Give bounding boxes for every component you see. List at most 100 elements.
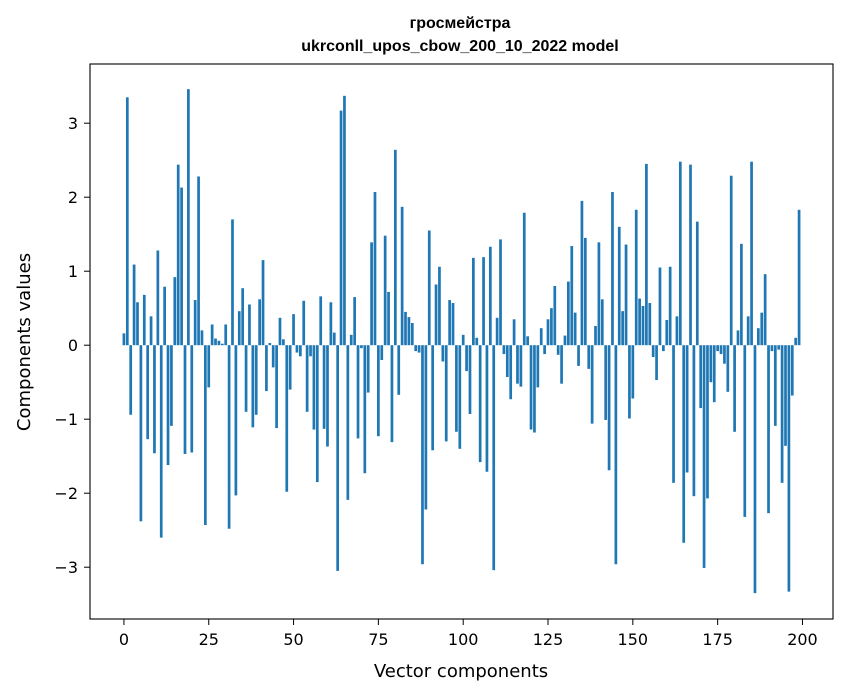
bar-80: [393, 149, 397, 346]
bar-50: [292, 314, 295, 346]
bar-14: [170, 345, 173, 426]
bar-191: [770, 345, 774, 352]
bar-150: [631, 345, 635, 399]
bar-10: [156, 250, 160, 346]
bar-187: [757, 328, 760, 346]
bar-54: [305, 345, 309, 412]
bar-144: [611, 192, 614, 346]
bar-177: [723, 345, 726, 364]
bar-83: [404, 311, 407, 346]
bar-5: [139, 345, 143, 522]
bar-3: [132, 264, 136, 346]
bar-40: [258, 299, 261, 346]
bar-57: [315, 345, 319, 483]
bar-186: [753, 345, 757, 594]
bar-45: [275, 345, 278, 429]
bar-63: [336, 345, 340, 571]
bar-120: [529, 345, 533, 430]
bar-139: [594, 325, 597, 346]
bar-97: [451, 303, 455, 346]
bar-198: [794, 337, 798, 346]
bar-81: [397, 345, 401, 395]
bar-19: [187, 89, 190, 346]
bar-17: [180, 187, 183, 346]
x-tick-label: 175: [702, 630, 733, 649]
bar-11: [159, 345, 163, 538]
bar-121: [533, 345, 536, 433]
bar-178: [726, 345, 730, 392]
bar-129: [560, 345, 563, 384]
bar-107: [485, 345, 489, 472]
x-tick-label: 75: [368, 630, 388, 649]
bar-135: [580, 200, 584, 346]
bar-87: [417, 345, 421, 353]
bar-99: [458, 345, 462, 449]
x-tick-label: 100: [448, 630, 479, 649]
bar-141: [600, 299, 604, 346]
x-tick-label: 25: [199, 630, 219, 649]
bar-52: [298, 345, 302, 357]
bar-66: [346, 345, 350, 500]
bar-152: [638, 298, 641, 346]
bar-22: [197, 176, 200, 346]
bar-146: [617, 226, 621, 346]
bar-179: [729, 175, 733, 346]
bar-102: [468, 345, 472, 415]
bar-163: [675, 316, 679, 346]
bar-38: [251, 345, 255, 428]
bar-9: [153, 345, 156, 454]
bar-167: [689, 164, 692, 346]
bar-123: [539, 328, 543, 346]
bar-110: [495, 317, 499, 346]
bar-140: [597, 242, 601, 346]
bar-51: [295, 345, 299, 353]
bar-104: [475, 337, 479, 346]
bar-48: [285, 345, 289, 492]
bar-145: [614, 345, 618, 565]
bar-93: [438, 266, 441, 346]
bar-86: [414, 345, 418, 352]
bar-103: [472, 257, 475, 346]
bar-58: [319, 296, 323, 346]
bar-189: [763, 274, 767, 346]
bar-161: [668, 266, 672, 346]
bar-183: [743, 345, 747, 517]
bar-109: [492, 345, 496, 571]
bar-75: [377, 345, 380, 437]
bar-166: [685, 345, 689, 473]
bar-96: [448, 300, 451, 346]
bar-170: [699, 345, 703, 409]
bar-71: [363, 345, 367, 474]
bar-28: [217, 340, 221, 346]
bar-174: [712, 345, 716, 403]
bar-61: [329, 302, 333, 346]
bar-138: [590, 345, 594, 424]
bar-184: [746, 316, 750, 346]
bar-175: [716, 345, 719, 352]
bar-94: [441, 345, 445, 362]
bar-20: [190, 345, 194, 453]
y-tick-label: 2: [68, 188, 78, 207]
bar-34: [237, 311, 241, 346]
bar-70: [360, 345, 363, 349]
bar-112: [502, 345, 506, 355]
bar-25: [207, 345, 211, 388]
bar-24: [203, 345, 207, 526]
bar-84: [407, 317, 411, 346]
bar-0: [122, 333, 126, 346]
x-axis-ticks: 0 25 50 75 100 125 150 175 200: [119, 619, 818, 649]
bar-151: [634, 209, 638, 346]
bar-74: [373, 192, 377, 346]
bar-169: [695, 221, 699, 346]
bar-142: [604, 345, 608, 420]
bar-164: [678, 161, 682, 346]
bar-67: [349, 334, 353, 346]
bar-116: [516, 345, 519, 384]
bar-46: [278, 317, 282, 346]
x-tick-label: 150: [618, 630, 649, 649]
bar-126: [550, 308, 553, 346]
bar-56: [312, 345, 316, 430]
bar-182: [740, 243, 743, 346]
bar-147: [621, 311, 625, 346]
